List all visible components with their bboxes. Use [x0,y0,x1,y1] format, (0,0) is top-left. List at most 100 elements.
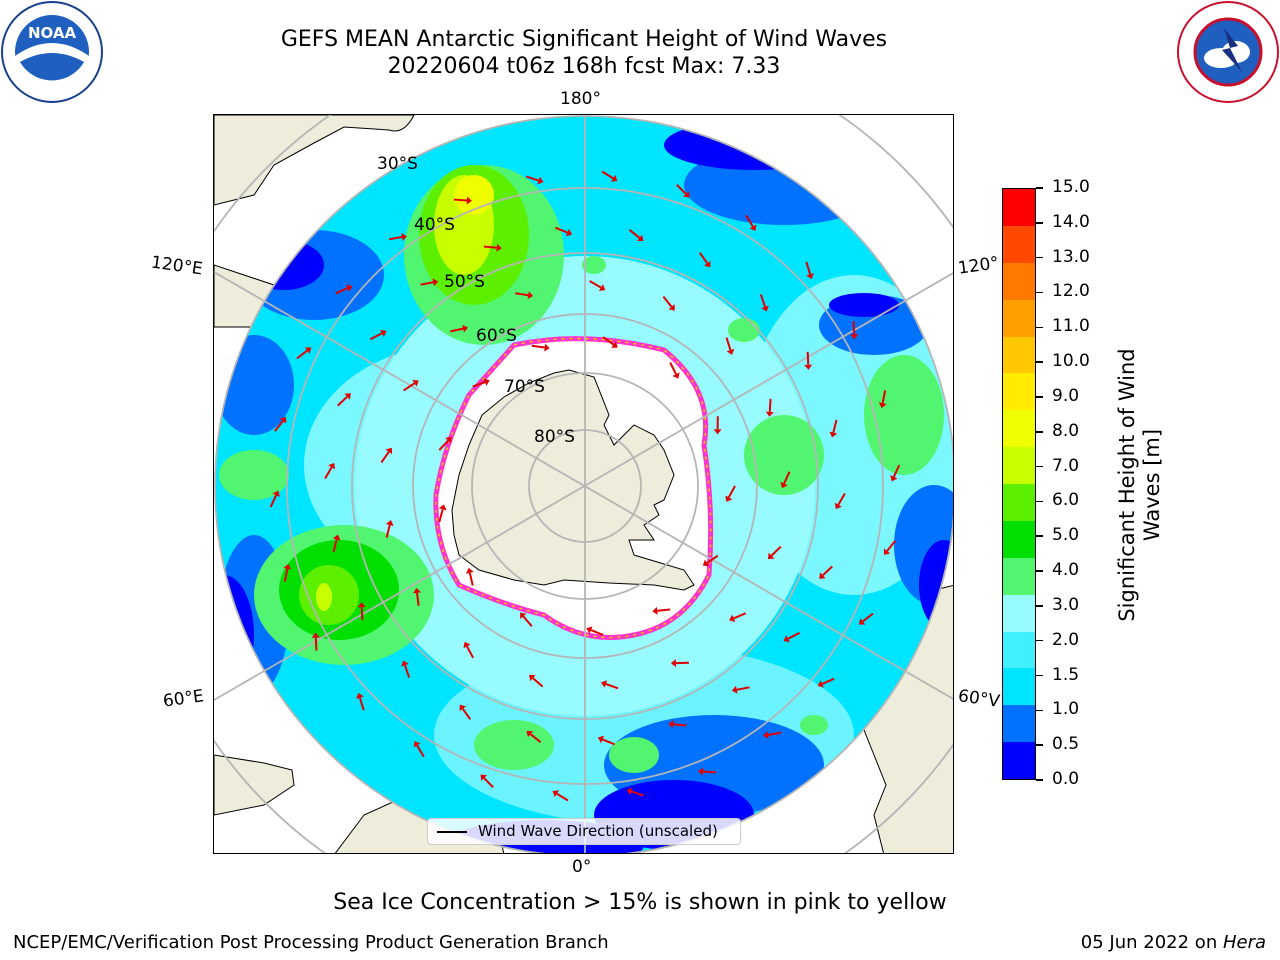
wave-direction-arrowhead [726,348,735,355]
wave-direction-arrowhead [401,660,409,667]
wave-direction-arrow [590,629,604,636]
lon-label-0: 0° [572,857,592,877]
wave-direction-arrow [450,327,464,333]
wave-direction-arrow [602,738,615,746]
wave-direction-arrow [515,292,529,297]
wave-direction-arrow [602,336,615,346]
wave-direction-arrow [628,229,641,239]
wave-direction-arrowhead [731,685,738,694]
colorbar-tick-label: 15.0 [1052,177,1090,197]
lon-label-60e: 60°E [161,686,206,712]
colorbar-tick-mark [1036,187,1043,189]
wave-direction-arrow [269,494,278,508]
wave-direction-arrowhead [413,741,421,748]
wave-direction-arrowhead [729,614,736,622]
wave-direction-arrow [805,261,812,275]
wave-direction-arrow [822,565,833,577]
colorbar-cell [1003,299,1035,337]
wave-direction-arrow [892,464,901,478]
colorbar-tick-label: 7.0 [1052,455,1080,476]
colorbar-tick-label: 6.0 [1052,490,1080,511]
footer-host: Hera [1222,932,1266,953]
wave-direction-arrowhead [311,632,320,638]
wave-direction-arrowhead [670,659,677,668]
colorbar-tick-label: 11.0 [1052,316,1090,337]
wave-direction-arrowhead [526,730,533,738]
wave-direction-arrow [657,608,671,612]
polar-map: 30°S 40°S 50°S 60°S 70°S 80°S [214,115,953,853]
map-legend: Wind Wave Direction (unscaled) [427,818,741,845]
wave-direction-arrow [837,492,846,506]
colorbar-cell [1003,557,1035,595]
wave-direction-arrowhead [357,602,366,608]
wave-direction-arrowhead [283,563,292,570]
wave-direction-arrow [324,466,333,480]
wave-direction-arrow [767,731,781,736]
wave-direction-arrow [787,631,801,640]
wave-direction-arrowhead [412,379,419,387]
wave-direction-arrowhead [385,447,393,455]
legend-line-swatch [437,831,467,833]
wave-direction-arrowhead [858,618,866,625]
wave-direction-arrow [662,295,673,308]
lon-label-120e: 120°E [149,252,204,280]
colorbar-tick-mark [1036,779,1043,781]
wave-direction-arrow [483,777,494,789]
wave-direction-arrowhead [850,334,859,340]
colorbar-tick-mark [1036,535,1043,537]
wave-direction-arrowhead [597,735,605,744]
wave-direction-arrow [522,615,533,627]
wave-direction-arrowhead [703,261,711,268]
wave-direction-arrow [673,723,687,727]
colorbar-cell [1003,484,1035,521]
wave-direction-arrow [881,390,887,404]
wave-direction-arrowhead [783,635,790,643]
wave-direction-arrow [385,524,391,538]
colorbar-tick-mark [1036,291,1043,294]
wave-direction-arrow [438,509,444,523]
wave-direction-arrowhead [520,612,527,619]
wave-direction-arrowhead [413,587,421,594]
lat-label-80: 80°S [534,427,575,447]
wave-direction-arrowhead [344,393,351,400]
wave-direction-arrow [420,281,434,286]
colorbar-cell [1003,336,1035,374]
colorbar-tick-label: 0.0 [1052,769,1080,789]
wave-direction-arrowhead [611,174,618,182]
lat-label-50: 50°S [444,272,485,292]
wave-direction-arrow [862,612,874,623]
wave-direction-arrowhead [819,572,826,579]
wave-direction-arrow [759,294,766,308]
wave-direction-arrow [380,451,390,464]
wave-direction-arrow [296,349,308,360]
wave-direction-arrow [274,420,284,432]
wave-direction-arrowhead [459,704,467,711]
wave-direction-arrowhead [668,304,675,311]
colorbar-tick-label: 0.5 [1052,734,1080,755]
wave-direction-arrow [461,708,472,720]
colorbar-tick-label: 9.0 [1052,385,1080,406]
wave-direction-arrowhead [272,490,280,497]
wave-direction-arrow [453,198,467,202]
colorbar-cell [1003,410,1035,448]
wave-direction-arrow [525,175,539,182]
graticule [214,115,953,853]
colorbar-tick-mark [1036,639,1043,642]
wave-direction-arrow [821,677,835,685]
wave-direction-arrowhead [817,680,824,688]
wave-direction-arrowhead [465,567,474,574]
wave-direction-arrow [725,337,732,351]
wave-direction-arrow [783,471,791,484]
wave-direction-arrowhead [529,674,536,682]
wave-direction-arrowhead [496,243,502,252]
wave-direction-arrowhead [878,402,887,409]
colorbar-cell [1003,631,1035,669]
colorbar-tick-label: 5.0 [1052,525,1080,546]
wave-direction-arrowhead [356,692,364,699]
wave-direction-arrow [335,287,349,295]
wave-direction-arrow [601,170,614,180]
colorbar-tick-mark [1036,465,1043,468]
colorbar [1002,188,1036,780]
wave-direction-arrowhead [763,731,769,739]
colorbar-tick-mark [1036,674,1043,677]
